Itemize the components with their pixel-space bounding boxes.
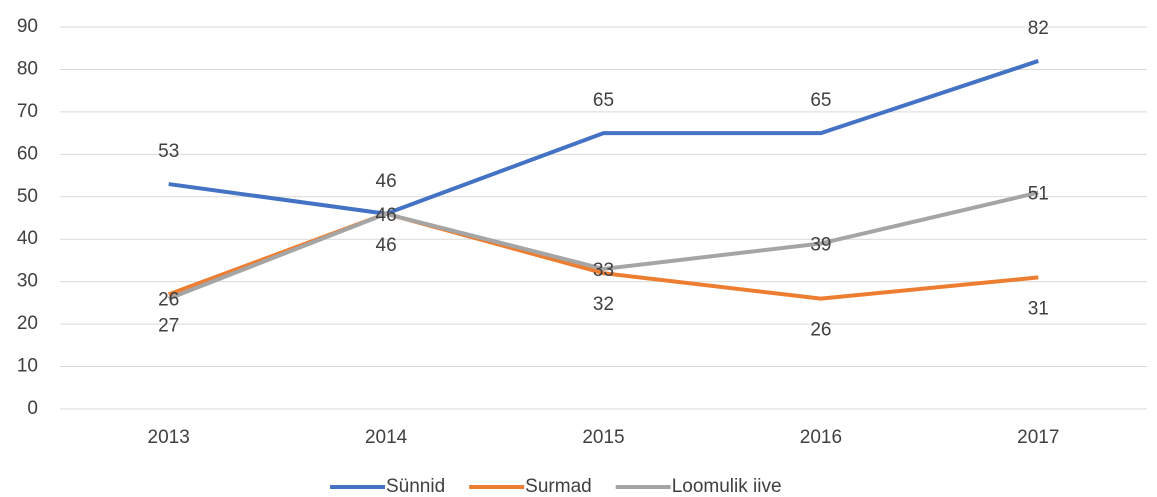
data-label: 26 bbox=[810, 320, 831, 341]
data-label: 46 bbox=[376, 235, 397, 256]
series-line bbox=[168, 59, 1039, 216]
series-line bbox=[168, 211, 1039, 301]
y-tick-label: 40 bbox=[17, 228, 38, 249]
x-tick-label: 2013 bbox=[148, 427, 190, 448]
y-tick-label: 80 bbox=[17, 58, 38, 79]
x-tick-label: 2014 bbox=[365, 427, 408, 448]
x-tick-label: 2015 bbox=[582, 427, 624, 448]
y-tick-label: 10 bbox=[17, 356, 38, 377]
data-label: 39 bbox=[810, 234, 831, 255]
legend-label: Surmad bbox=[525, 476, 592, 497]
y-tick-label: 0 bbox=[27, 398, 38, 419]
y-tick-label: 90 bbox=[17, 16, 38, 37]
data-label: 31 bbox=[1028, 298, 1049, 319]
legend-label: Sünnid bbox=[386, 476, 445, 497]
x-tick-label: 2016 bbox=[800, 427, 842, 448]
data-label: 51 bbox=[1028, 184, 1049, 205]
y-tick-label: 60 bbox=[17, 143, 38, 164]
y-tick-label: 70 bbox=[17, 101, 38, 122]
series-line bbox=[167, 190, 1039, 301]
y-tick-label: 30 bbox=[17, 271, 38, 292]
x-tick-label: 2017 bbox=[1017, 427, 1059, 448]
data-label: 65 bbox=[593, 90, 614, 111]
data-label: 33 bbox=[593, 260, 614, 281]
legend-label: Loomulik iive bbox=[672, 476, 782, 497]
data-label: 46 bbox=[376, 171, 397, 192]
data-label: 26 bbox=[158, 290, 179, 311]
data-label: 65 bbox=[810, 90, 831, 111]
data-label: 82 bbox=[1028, 18, 1049, 39]
y-tick-label: 20 bbox=[17, 313, 38, 334]
data-label: 46 bbox=[376, 205, 397, 226]
y-tick-label: 50 bbox=[17, 186, 38, 207]
data-label: 32 bbox=[593, 294, 614, 315]
data-label: 53 bbox=[158, 141, 179, 162]
data-label: 27 bbox=[158, 315, 179, 336]
